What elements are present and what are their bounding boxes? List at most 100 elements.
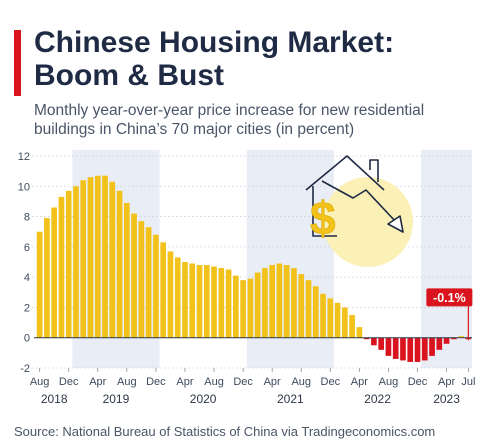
callout: -0.1%: [426, 288, 473, 341]
bar-2022-11: [407, 337, 414, 362]
x-tick-label: Apr: [351, 376, 368, 388]
bar-2023-06: [458, 336, 464, 338]
bar-2021-08: [298, 274, 305, 338]
house-outline-icon: [305, 155, 385, 237]
year-band-2023: [421, 150, 472, 368]
bar-2019-02: [80, 180, 87, 338]
bar-2021-01: [247, 278, 254, 338]
bar-2019-08: [123, 202, 130, 338]
bar-2023-01: [421, 337, 428, 361]
bar-2021-07: [291, 268, 297, 338]
bar-2022-07: [378, 337, 385, 350]
bar-2021-11: [320, 293, 326, 338]
bars: [36, 175, 472, 362]
x-tick-label: Dec: [146, 376, 166, 388]
bar-2019-03: [87, 177, 94, 338]
bar-2020-06: [196, 265, 203, 338]
bar-2022-09: [392, 337, 399, 359]
y-tick-label: 12: [18, 151, 30, 163]
y-tick-label: 2: [24, 302, 30, 314]
year-label-2020: 2020: [190, 392, 217, 406]
bar-2019-06: [109, 181, 116, 338]
bar-2019-07: [116, 190, 123, 338]
bar-2023-03: [436, 337, 443, 350]
x-tick-label: Dec: [321, 376, 341, 388]
x-axis-ticks: Aug Dec Apr Aug Dec Apr Aug Dec Apr Aug Dec Apr Aug D…: [30, 368, 475, 388]
bar-2023-05: [450, 337, 457, 340]
x-tick-label: Apr: [89, 376, 106, 388]
bar-2023-04: [443, 337, 450, 344]
bar-2019-11: [145, 227, 152, 338]
x-tick-label: Apr: [176, 376, 193, 388]
x-tick-label: Apr: [264, 376, 281, 388]
year-label-2023: 2023: [433, 392, 460, 406]
bar-2018-12: [65, 190, 72, 338]
subtitle-line-1: Monthly year-over-year price increase fo…: [34, 102, 425, 119]
bar-2020-04: [182, 262, 188, 338]
subtitle-line-2: buildings in China’s 70 major cities (in…: [34, 121, 355, 138]
bar-2021-04: [269, 265, 276, 338]
x-tick-label: Aug: [379, 376, 399, 388]
bar-2020-11: [232, 275, 239, 338]
bar-2022-03: [349, 315, 355, 338]
bar-2020-12: [240, 280, 246, 338]
x-tick-label: Dec: [59, 376, 79, 388]
bar-2023-02: [429, 337, 435, 356]
title-line-1: Chinese Housing Market:: [34, 26, 395, 59]
bar-2022-06: [371, 337, 377, 346]
callout-box: [426, 288, 473, 307]
bar-2022-12: [414, 337, 421, 362]
y-tick-label: 4: [24, 272, 30, 284]
bar-2018-10: [51, 207, 58, 338]
bar-2022-02: [341, 307, 348, 338]
y-tick-label: 6: [24, 242, 30, 254]
bar-2019-04: [94, 175, 101, 338]
downtrend-arrow-icon: [321, 180, 404, 233]
bar-2020-09: [218, 268, 225, 338]
title-line-2: Boom & Bust: [34, 59, 224, 92]
bar-2020-08: [211, 266, 217, 338]
dollar-sign-icon: $: [310, 192, 336, 244]
bar-2020-01: [160, 242, 167, 338]
x-tick-label: Aug: [30, 376, 50, 388]
bar-2021-06: [283, 265, 290, 338]
callout-label: -0.1%: [433, 291, 466, 305]
x-tick-label: Apr: [438, 376, 455, 388]
bar-2021-12: [327, 298, 334, 338]
bar-chart: $ -2 0 2 4 6 8 10 12 Aug Dec Apr Aug Dec Apr Aug Dec Ap…: [18, 150, 475, 406]
bar-2021-09: [305, 280, 312, 338]
bar-2022-10: [400, 337, 406, 361]
year-label-2022: 2022: [364, 392, 391, 406]
bar-2019-10: [138, 221, 145, 338]
x-tick-label: Jul: [461, 376, 475, 388]
bar-2020-02: [167, 251, 174, 338]
year-labels: 2018 2019 2020 2021 2022 2023: [41, 392, 460, 406]
year-label-2021: 2021: [277, 392, 304, 406]
x-tick-label: Dec: [408, 376, 428, 388]
chart-subtitle: Monthly year-over-year price increase fo…: [34, 101, 479, 139]
bar-2022-08: [385, 337, 392, 356]
bar-2021-10: [312, 286, 319, 338]
y-axis-ticks: -2 0 2 4 6 8 10 12: [18, 151, 30, 375]
source-note: Source: National Bureau of Statistics of…: [14, 424, 436, 439]
x-tick-label: Aug: [117, 376, 137, 388]
bar-2019-09: [131, 213, 137, 338]
page-title: Chinese Housing Market: Boom & Bust: [34, 26, 474, 92]
bar-2022-01: [334, 302, 341, 338]
bar-2018-08: [36, 231, 43, 338]
bar-2019-01: [73, 186, 79, 338]
bar-2018-11: [58, 196, 65, 338]
bar-2020-05: [189, 263, 196, 338]
illustration: $: [305, 155, 413, 267]
bar-2021-02: [254, 272, 261, 338]
title-accent-bar: [14, 30, 21, 96]
bar-2019-05: [102, 175, 108, 338]
y-tick-label: -2: [20, 363, 30, 375]
x-tick-label: Aug: [291, 376, 311, 388]
bar-2021-05: [276, 263, 283, 338]
bar-2020-10: [225, 269, 232, 338]
x-tick-label: Dec: [233, 376, 253, 388]
y-tick-label: 0: [24, 333, 30, 345]
bar-2018-09: [44, 218, 50, 338]
y-tick-label: 8: [24, 212, 30, 224]
